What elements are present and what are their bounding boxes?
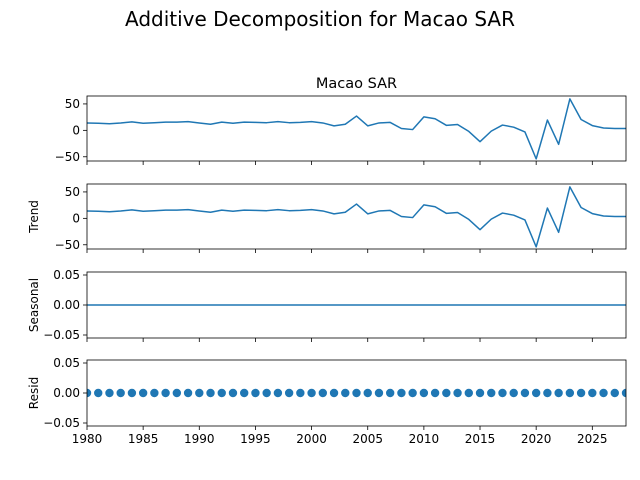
figure-suptitle: Additive Decomposition for Macao SAR: [125, 7, 515, 31]
resid-point: [554, 388, 563, 398]
resid-point: [487, 388, 496, 398]
resid-point: [576, 388, 586, 398]
resid-point: [543, 388, 552, 398]
resid-point: [520, 388, 530, 398]
x-tick-label: 1990: [184, 432, 215, 446]
x-tick-label: 1995: [240, 432, 271, 446]
resid-point: [251, 388, 260, 398]
seasonal-ytick-label: 0.00: [53, 298, 80, 312]
resid-point: [329, 388, 339, 398]
resid-point: [509, 388, 518, 398]
x-tick-label: 2010: [409, 432, 440, 446]
trend-ytick-label: −50: [55, 238, 80, 252]
resid-point: [397, 388, 406, 398]
resid-point: [240, 388, 249, 398]
resid-point: [385, 388, 395, 398]
resid-point: [318, 388, 328, 398]
resid-point: [610, 388, 619, 398]
x-tick-label: 2015: [465, 432, 496, 446]
resid-point: [307, 388, 316, 398]
observed-axes-frame: [86, 95, 627, 162]
resid-point: [599, 388, 608, 398]
resid-point: [464, 388, 473, 398]
resid-point: [195, 388, 204, 398]
seasonal-ylabel: Seasonal: [27, 278, 41, 332]
resid-point: [284, 388, 294, 398]
resid-point: [408, 388, 417, 398]
resid-point: [475, 388, 485, 398]
resid-point: [442, 388, 451, 398]
observed-data: [87, 98, 626, 160]
resid-point: [206, 388, 215, 398]
observed-ytick-label: −50: [55, 150, 80, 164]
resid-data: [87, 388, 626, 398]
resid-point: [453, 388, 462, 398]
resid-point: [87, 388, 92, 398]
resid-point: [94, 388, 103, 398]
resid-point: [138, 388, 148, 398]
panel-resid: 0.05 0.00 −0.05 1980 1985 1990 1995 2000 2005 201…: [27, 356, 627, 446]
resid-point: [430, 388, 440, 398]
resid-point: [565, 388, 575, 398]
resid-ytick-label: −0.05: [43, 416, 80, 430]
resid-point: [531, 388, 541, 398]
resid-point: [273, 388, 283, 398]
trend-axes-frame: [86, 183, 627, 250]
resid-ytick-label: 0.05: [53, 356, 80, 370]
resid-ytick-label: 0.00: [53, 386, 80, 400]
resid-point: [262, 388, 271, 398]
trend-ytick-label: 0: [72, 211, 80, 225]
resid-point: [127, 388, 137, 398]
panel-observed: 50 0 −50 Macao SAR: [55, 76, 627, 165]
observed-title: Macao SAR: [316, 76, 397, 92]
trend-data: [87, 186, 626, 248]
resid-point: [374, 388, 384, 398]
trend-series-line: [87, 186, 626, 248]
seasonal-ytick-label: −0.05: [43, 328, 80, 342]
resid-point: [150, 388, 159, 398]
resid-point: [228, 388, 238, 398]
x-tick-label: 2025: [577, 432, 608, 446]
resid-point: [352, 388, 361, 398]
resid-point: [105, 388, 114, 398]
observed-series-line: [87, 98, 626, 160]
resid-point: [621, 388, 626, 398]
resid-point: [217, 388, 226, 398]
observed-ytick-label: 50: [65, 97, 80, 111]
seasonal-axes-frame: [86, 271, 627, 339]
x-tick-label: 1980: [72, 432, 103, 446]
resid-ylabel: Resid: [27, 377, 41, 409]
trend-ytick-label: 50: [65, 185, 80, 199]
x-tick-label: 2000: [296, 432, 327, 446]
panel-trend: 50 0 −50 Trend: [27, 183, 627, 253]
x-tick-label: 2005: [352, 432, 383, 446]
resid-point: [363, 388, 372, 398]
resid-point: [419, 388, 429, 398]
resid-point: [161, 388, 170, 398]
resid-point: [183, 388, 193, 398]
resid-point: [172, 388, 182, 398]
observed-ytick-label: 0: [72, 123, 80, 137]
seasonal-ytick-label: 0.05: [53, 268, 80, 282]
x-tick-label: 2020: [521, 432, 552, 446]
resid-point: [341, 388, 350, 398]
resid-point: [296, 388, 305, 398]
resid-point: [498, 388, 507, 398]
resid-point: [588, 388, 597, 398]
x-tick-label: 1985: [128, 432, 159, 446]
resid-axes-frame: [86, 359, 627, 427]
trend-ylabel: Trend: [27, 200, 41, 234]
resid-point: [116, 388, 125, 398]
